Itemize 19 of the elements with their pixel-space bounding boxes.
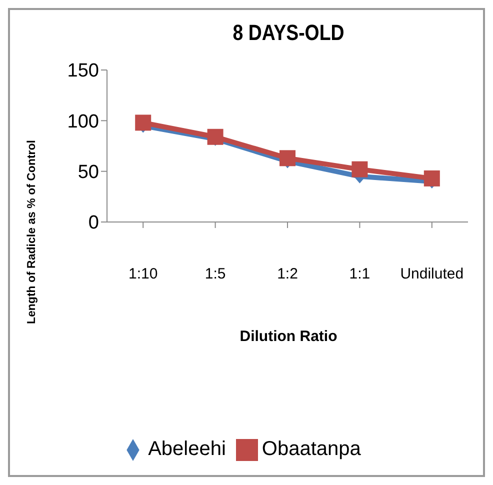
x-tick-label: 1:10 [128,266,158,283]
legend-label: Abeleehi [148,438,226,460]
x-tick-label: 1:5 [204,266,226,283]
x-tick-label: 1:1 [349,266,370,283]
point [280,150,296,166]
x-axis-title: Dilution Ratio [238,328,338,345]
y-tick-label: 150 [67,60,99,82]
point [424,170,440,186]
y-tick-label: 100 [67,111,99,132]
chart-title: 8 DAYS-OLD [232,20,346,46]
point [135,114,152,131]
y-tick-label: 50 [78,162,99,184]
point [352,161,368,178]
y-tick-label: 0 [88,212,99,234]
x-tick-label: Undiluted [400,266,464,283]
x-tick-label: 1:2 [277,266,298,283]
y-axis-title: Length of Radicle as % of Control [26,140,38,324]
legend-label: Obaatanpa [262,438,361,460]
point [207,128,224,145]
